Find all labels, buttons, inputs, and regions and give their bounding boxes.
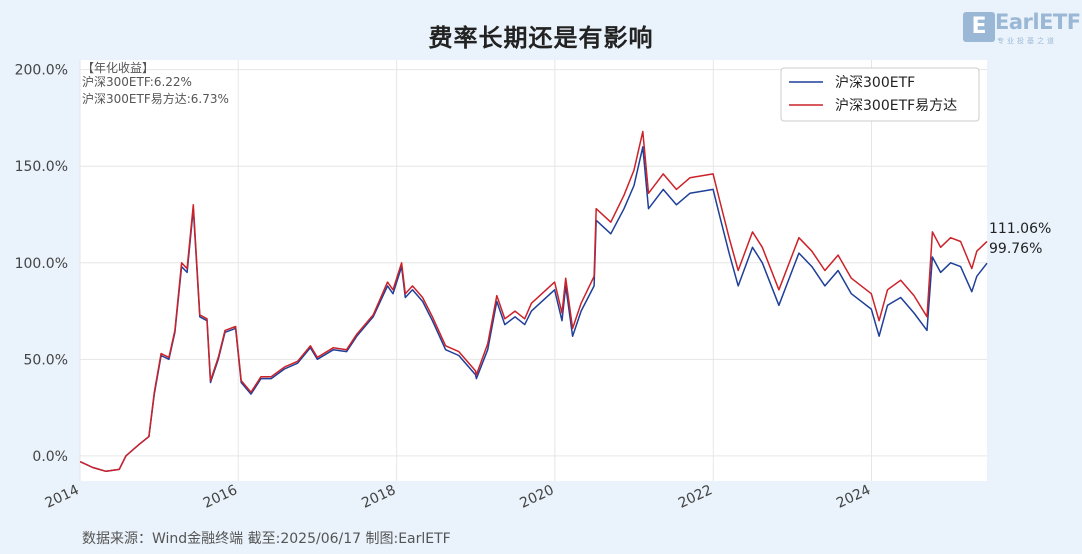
note-line-1: 沪深300ETF:6.22%: [82, 75, 192, 89]
x-tick-label: 2014: [43, 482, 82, 512]
note-line-2: 沪深300ETF易方达:6.73%: [82, 91, 229, 106]
x-axis: 2014 2016 2018 2020 2022 2024: [43, 482, 874, 512]
legend-box: [780, 67, 980, 122]
earletf-logo: E EarlETF 专业投基之道: [963, 8, 1081, 46]
end-label-series-2: 111.06%: [989, 221, 1051, 237]
y-axis: 0.0% 50.0% 100.0% 150.0% 200.0%: [15, 63, 68, 465]
logo-tagline: 专业投基之道: [997, 37, 1057, 45]
plot-area: [80, 60, 987, 481]
end-labels: 111.06% 99.76%: [989, 221, 1051, 257]
x-tick-label: 2020: [517, 482, 556, 512]
y-tick-label: 50.0%: [24, 352, 68, 368]
legend-label-1: 沪深300ETF: [835, 75, 915, 91]
legend: 沪深300ETF 沪深300ETF易方达: [780, 67, 980, 122]
logo-brand-text: EarlETF: [995, 10, 1081, 34]
y-tick-label: 0.0%: [32, 449, 68, 465]
x-tick-label: 2022: [676, 482, 715, 512]
x-tick-label: 2018: [359, 482, 398, 512]
series-line-2: [79, 130, 988, 473]
grid-lines: [79, 60, 987, 481]
annualized-return-note: 【年化收益】 沪深300ETF:6.22% 沪深300ETF易方达:6.73%: [82, 61, 229, 106]
x-tick-label: 2016: [201, 482, 240, 512]
legend-label-2: 沪深300ETF易方达: [835, 98, 957, 114]
y-tick-label: 150.0%: [15, 159, 68, 175]
logo-e-icon: E: [963, 12, 995, 42]
end-label-series-1: 99.76%: [989, 241, 1042, 257]
x-tick-label: 2024: [834, 482, 873, 512]
chart-title: 费率长期还是有影响: [428, 24, 654, 52]
data-source: 数据来源：Wind金融终端 截至:2025/06/17 制图:EarlETF: [82, 531, 451, 547]
series-lines: [79, 130, 988, 473]
y-tick-label: 200.0%: [15, 63, 68, 79]
note-header: 【年化收益】: [82, 61, 154, 75]
y-tick-label: 100.0%: [15, 256, 68, 272]
series-line-1: [79, 146, 988, 473]
